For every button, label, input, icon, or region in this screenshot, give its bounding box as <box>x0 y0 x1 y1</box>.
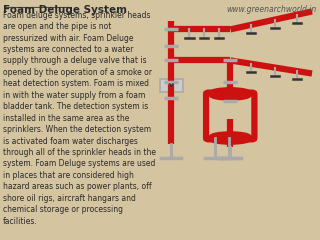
FancyBboxPatch shape <box>160 79 183 92</box>
Text: V: V <box>169 83 174 88</box>
Text: www.greenarchworld.in: www.greenarchworld.in <box>227 5 317 14</box>
Text: Foam Deluge System: Foam Deluge System <box>3 5 127 15</box>
Text: Foam deluge systems, sprinkler heads
are open and the pipe is not
pressurized wi: Foam deluge systems, sprinkler heads are… <box>3 11 156 240</box>
